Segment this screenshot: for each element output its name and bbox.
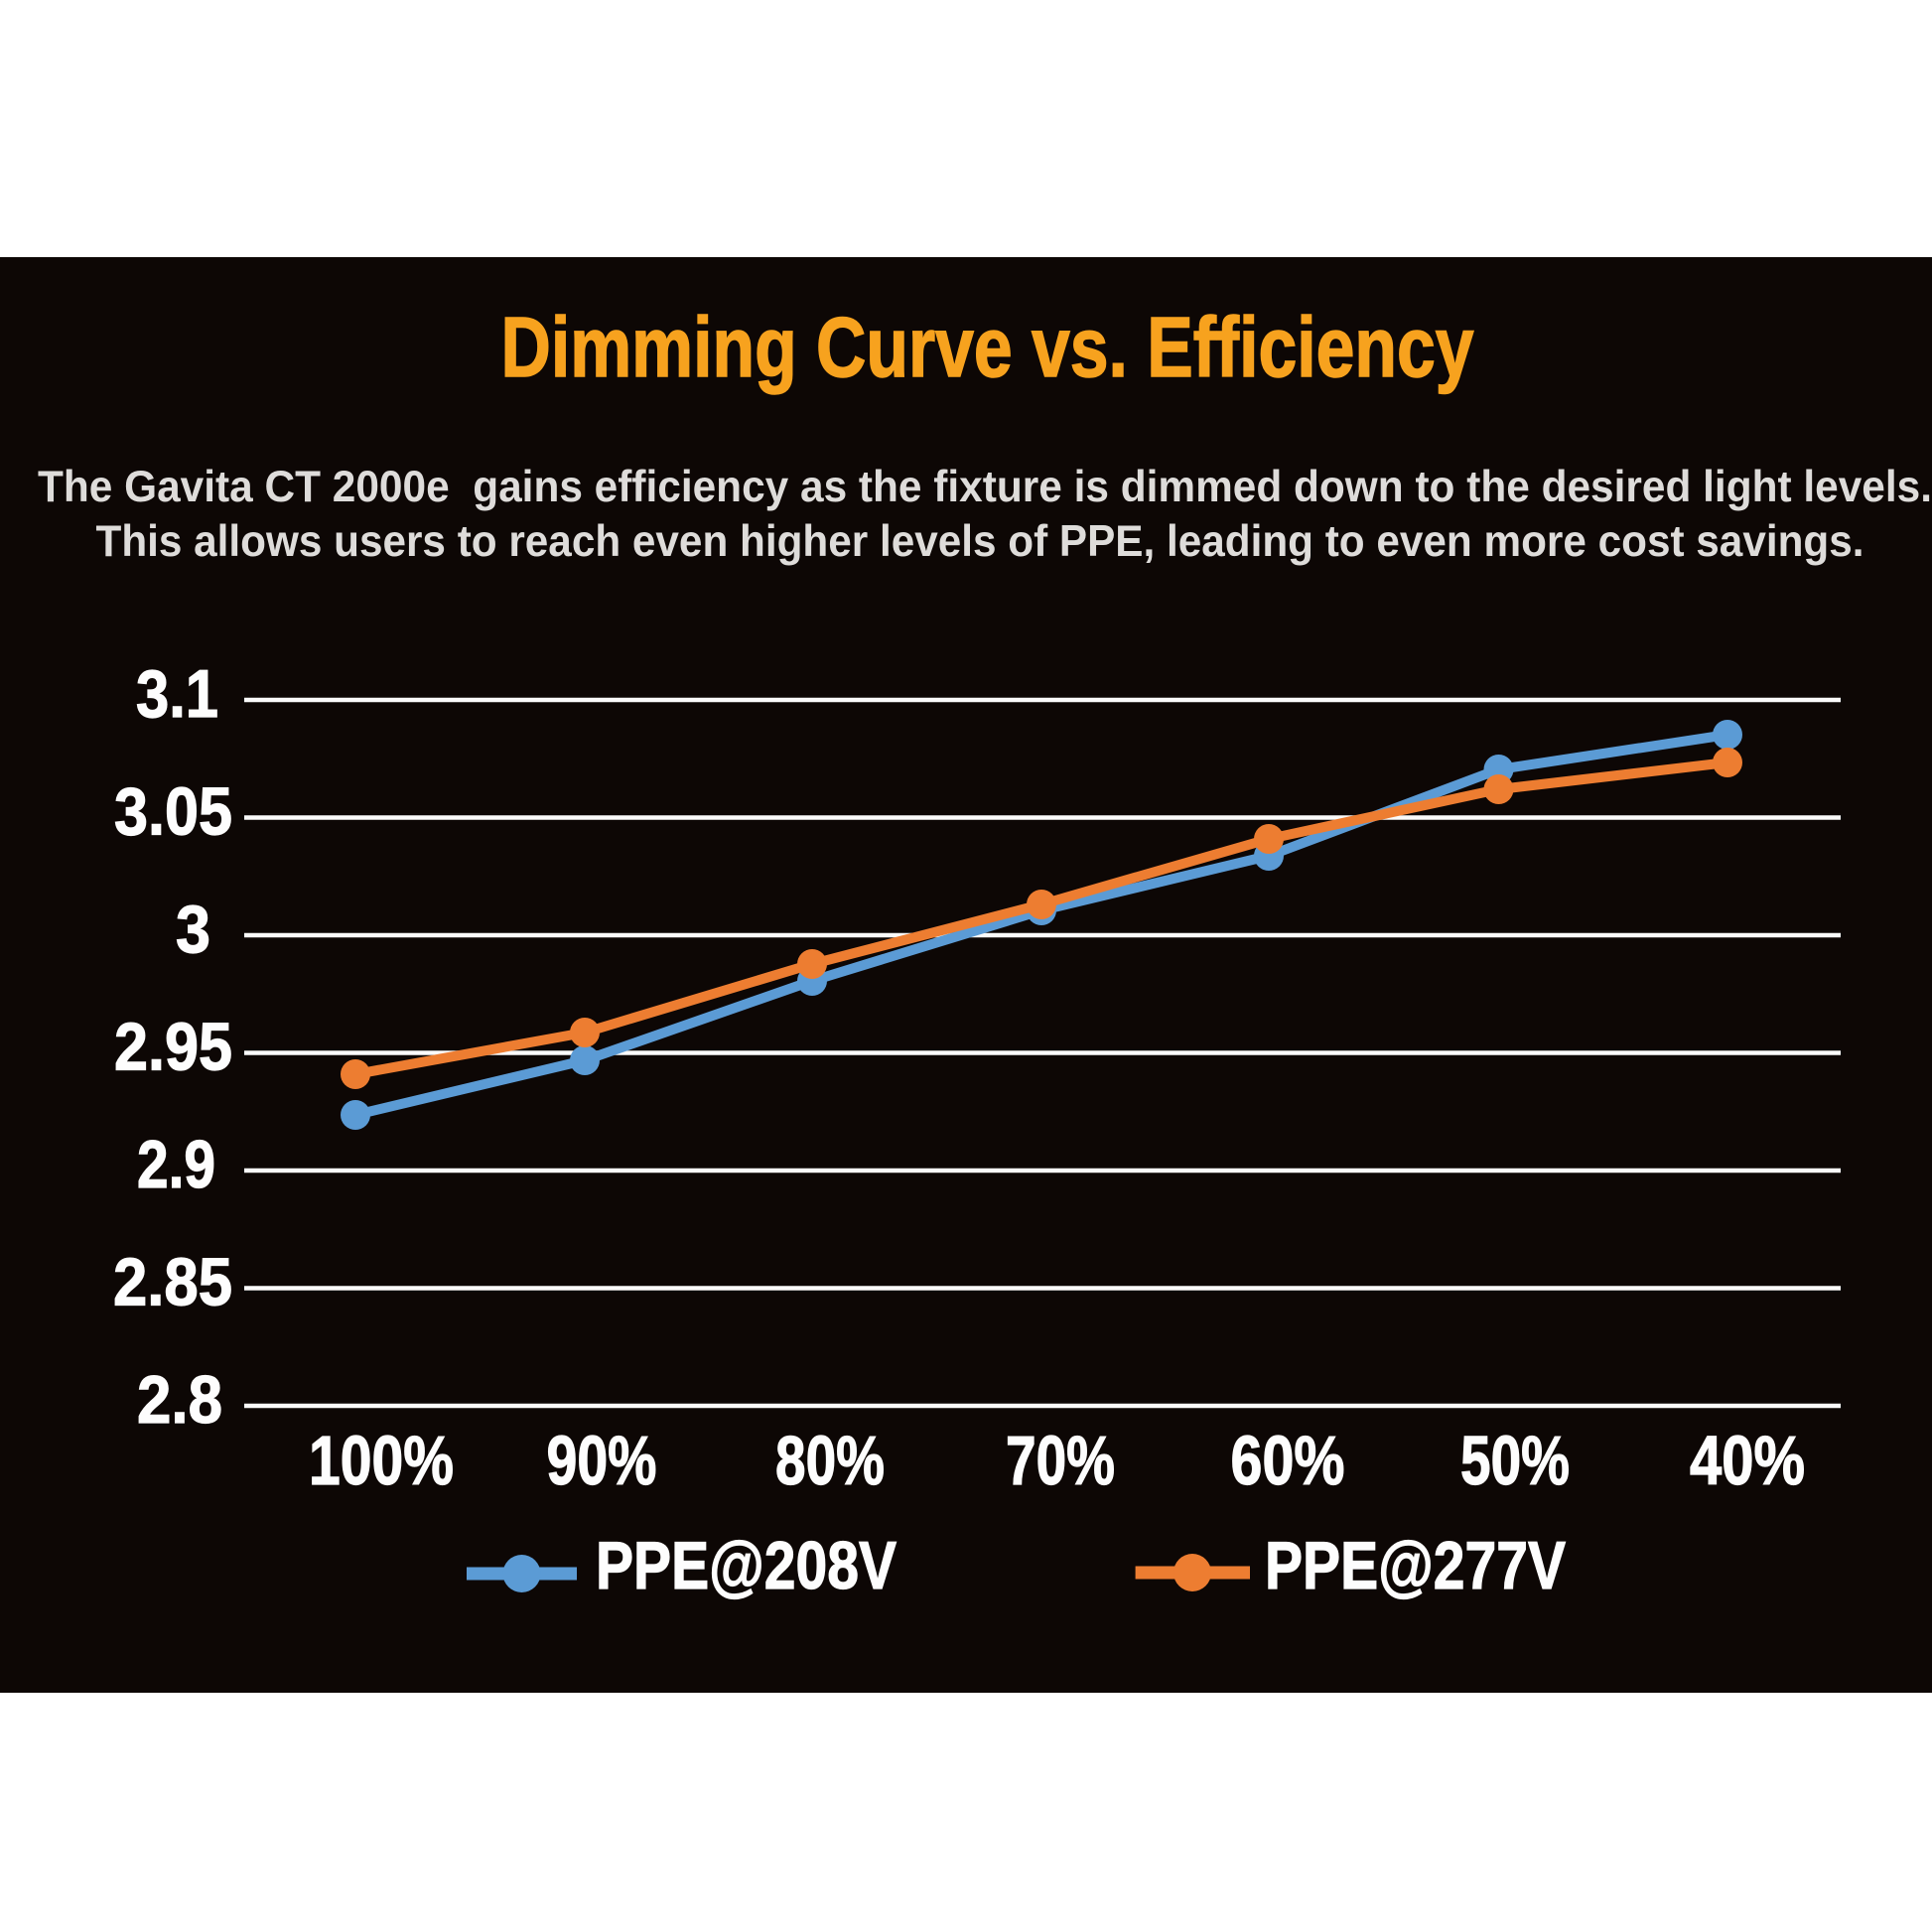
svg-text:2.95: 2.95 bbox=[114, 1010, 232, 1085]
svg-text:2.9: 2.9 bbox=[137, 1127, 215, 1202]
svg-text:40%: 40% bbox=[1690, 1422, 1805, 1499]
svg-text:PPE@277V: PPE@277V bbox=[1265, 1528, 1566, 1603]
svg-text:70%: 70% bbox=[1006, 1422, 1115, 1499]
svg-text:80%: 80% bbox=[775, 1422, 885, 1499]
svg-text:Dimming Curve vs. Efficiency: Dimming Curve vs. Efficiency bbox=[501, 301, 1474, 395]
svg-text:3.1: 3.1 bbox=[136, 656, 218, 732]
svg-text:3.05: 3.05 bbox=[114, 774, 232, 850]
svg-text:The Gavita CT 2000e gains eff: The Gavita CT 2000e gains efficiency as … bbox=[38, 463, 1932, 511]
svg-text:100%: 100% bbox=[309, 1422, 454, 1499]
svg-text:50%: 50% bbox=[1460, 1422, 1570, 1499]
svg-text:This allows users to reach eve: This allows users to reach even higher l… bbox=[96, 517, 1864, 566]
svg-text:2.85: 2.85 bbox=[113, 1245, 232, 1320]
svg-text:PPE@208V: PPE@208V bbox=[596, 1528, 897, 1603]
svg-text:2.8: 2.8 bbox=[137, 1362, 222, 1438]
svg-text:3: 3 bbox=[176, 892, 210, 967]
svg-text:90%: 90% bbox=[547, 1422, 657, 1499]
svg-text:60%: 60% bbox=[1231, 1422, 1345, 1499]
